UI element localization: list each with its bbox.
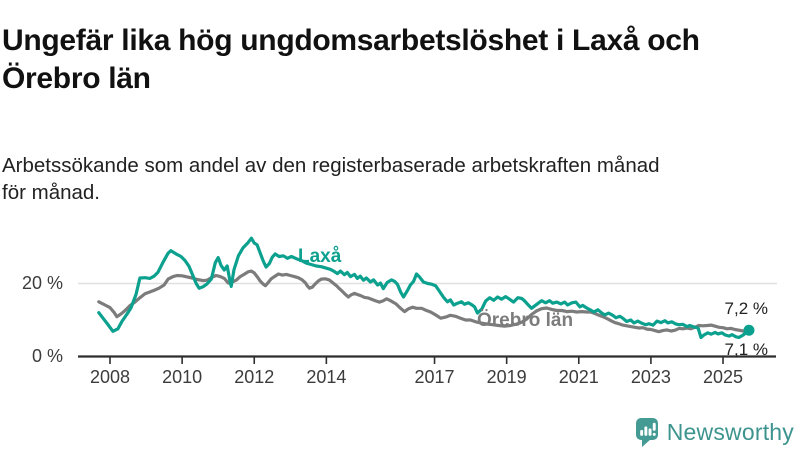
x-axis-label: 2017 — [415, 367, 455, 387]
x-axis-label: 2025 — [703, 367, 743, 387]
x-axis-label: 2012 — [234, 367, 274, 387]
brand-name: Newsworthy — [666, 419, 794, 445]
chart-layers: 0 % 20 % 2008 2010 2012 2014 2017 2019 2021 2023 2… — [22, 236, 777, 387]
newsworthy-icon — [635, 418, 658, 447]
x-axis-label: 2014 — [306, 367, 346, 387]
y-axis-label: 0 % — [32, 346, 63, 366]
series-line-orebro-lan — [97, 269, 751, 334]
series-label-laxa: Laxå — [298, 246, 342, 267]
series-end-dot — [743, 324, 755, 336]
x-axis-label: 2010 — [162, 367, 202, 387]
x-axis-label: 2019 — [487, 367, 527, 387]
chart-subtitle: Arbetssökande som andel av den registerb… — [2, 153, 660, 204]
series-label-orebro-lan: Örebro län — [477, 310, 573, 331]
unemployment-line-chart: 0 % 20 % 2008 2010 2012 2014 2017 2019 2021 2023 2… — [22, 236, 777, 387]
x-axis-label: 2023 — [631, 367, 671, 387]
x-axis-label: 2008 — [90, 367, 130, 387]
x-axis-label: 2021 — [559, 367, 599, 387]
end-value-label-laxa: 7,2 % — [725, 299, 768, 318]
newsworthy-logo[interactable]: Newsworthy — [635, 417, 794, 448]
page-title: Ungefär lika hög ungdomsarbetslöshet i L… — [2, 24, 700, 96]
series-line-laxa — [97, 236, 751, 340]
y-axis-label: 20 % — [22, 273, 63, 293]
end-value-label-orebro: 7,1 % — [725, 340, 768, 359]
